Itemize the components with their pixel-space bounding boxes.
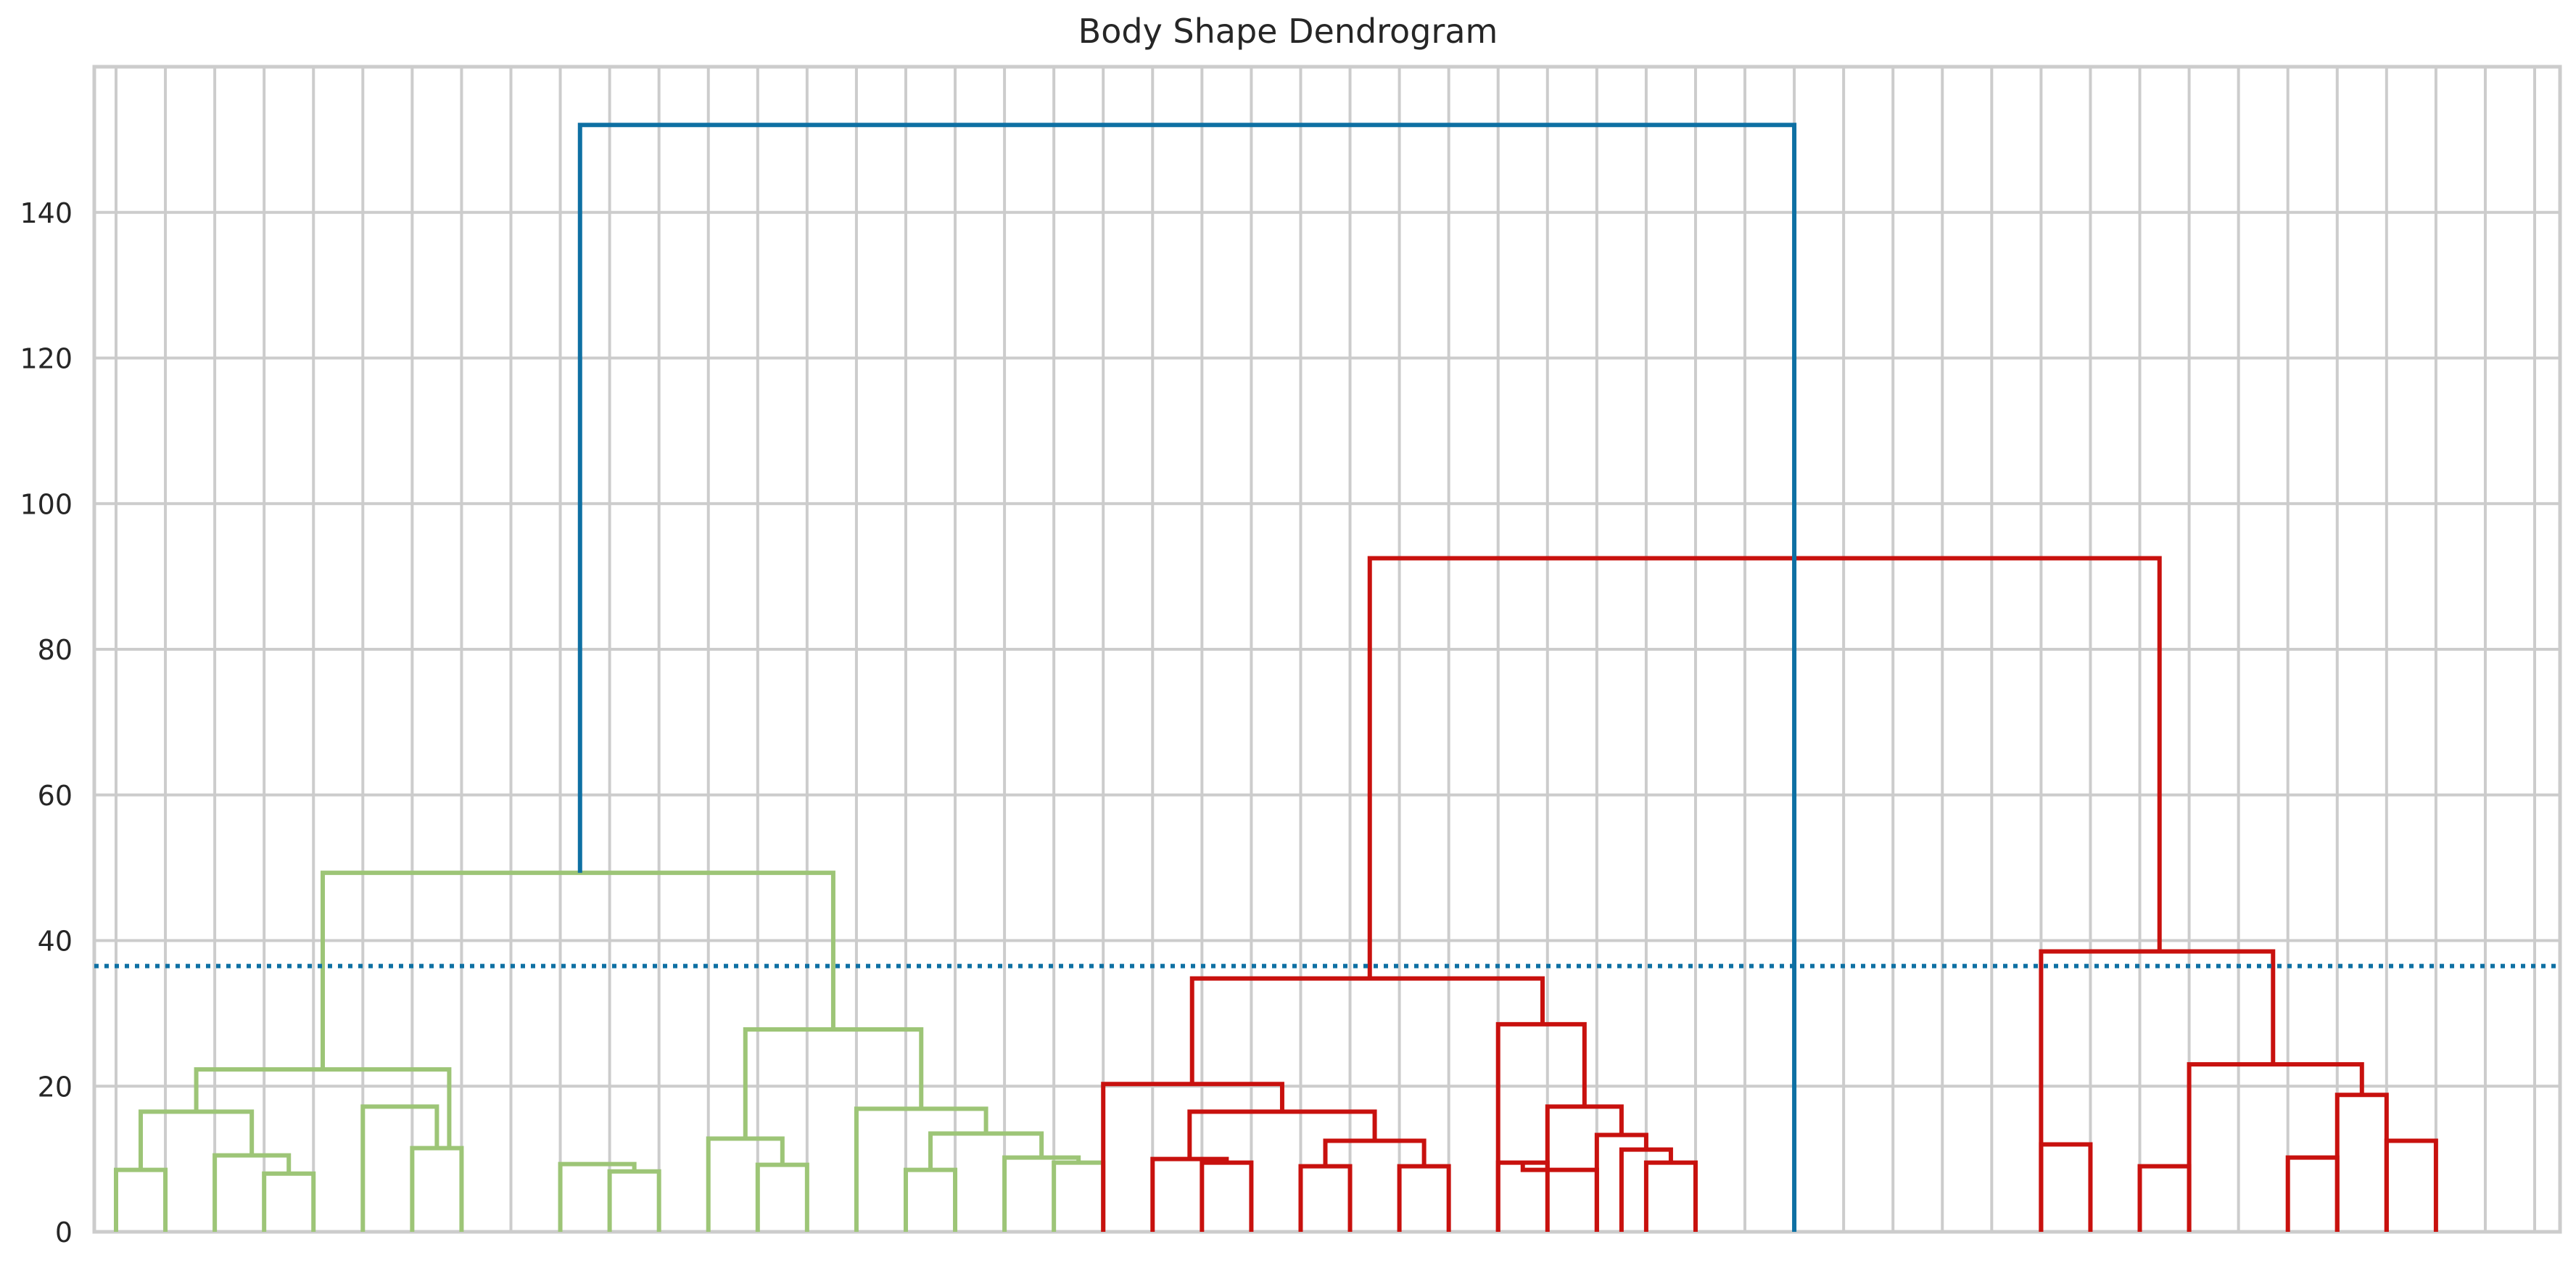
dendrogram-link <box>114 1167 168 1232</box>
dendrogram-link <box>903 1167 958 1232</box>
y-axis-ticks: 0 20 40 60 80 100 120 140 <box>20 197 73 1249</box>
y-tick-label: 100 <box>20 488 73 520</box>
grid <box>94 67 2560 1233</box>
dendrogram-link <box>2384 1138 2438 1232</box>
y-tick-label: 140 <box>20 197 73 229</box>
dendrogram-link <box>743 1027 924 1139</box>
dendrogram-link <box>410 1145 464 1232</box>
dendrogram-link <box>1643 1160 1698 1232</box>
dendrogram-link <box>558 1161 637 1232</box>
dendrogram-link <box>2187 1062 2364 1232</box>
dendrogram-link <box>1495 1160 1550 1232</box>
plot-frame <box>92 65 2562 1234</box>
dendrogram-link <box>854 1106 988 1232</box>
dendrogram-link <box>1367 556 2162 979</box>
dendrogram-link <box>1619 1147 1673 1232</box>
dendrogram-link <box>1323 1138 1427 1167</box>
dendrogram-link <box>1052 1160 1106 1232</box>
dendrogram-link <box>212 1153 292 1232</box>
dendrogram-link <box>1495 1021 1587 1232</box>
dendrogram-link <box>577 123 1797 1232</box>
y-tick-label: 60 <box>38 780 73 812</box>
dendrogram-link <box>2285 1155 2340 1232</box>
y-tick-label: 40 <box>38 926 73 958</box>
dendrogram-link <box>755 1162 809 1232</box>
dendrogram-link <box>2039 1142 2093 1232</box>
chart-title: Body Shape Dendrogram <box>1078 12 1498 51</box>
dendrogram-link <box>1298 1164 1353 1232</box>
y-tick-label: 120 <box>20 343 73 375</box>
y-tick-label: 80 <box>38 634 73 666</box>
dendrogram-link <box>1397 1164 1451 1232</box>
dendrogram-link <box>1002 1155 1081 1232</box>
dendrogram-link <box>139 1109 255 1170</box>
dendrogram-link <box>1200 1160 1254 1232</box>
dendrogram-link <box>706 1136 785 1232</box>
dendrogram-link <box>1187 1109 1377 1159</box>
dendrogram-link <box>1545 1104 1624 1170</box>
plot-border <box>92 65 2562 1234</box>
dendrogram-link <box>2334 1093 2389 1232</box>
dendrogram-link <box>360 1104 439 1232</box>
dendrogram-link <box>262 1171 316 1232</box>
dendrogram-link <box>1520 1162 1599 1232</box>
dendrogram-link <box>2039 949 2276 1232</box>
dendrogram-links <box>114 123 2438 1232</box>
dendrogram-link <box>928 1131 1044 1170</box>
y-tick-label: 20 <box>38 1071 73 1103</box>
dendrogram-link <box>1101 1082 1284 1232</box>
dendrogram-link <box>607 1169 661 1232</box>
dendrogram-link <box>1150 1156 1229 1232</box>
y-tick-label: 0 <box>55 1217 73 1249</box>
dendrogram-link <box>1189 976 1545 1085</box>
dendrogram-link <box>2137 1164 2192 1232</box>
